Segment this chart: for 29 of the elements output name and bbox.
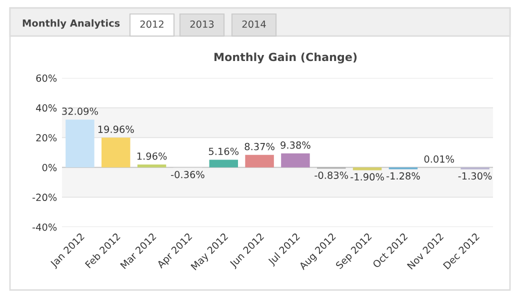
bar bbox=[281, 153, 310, 168]
data-label: -0.83% bbox=[314, 172, 348, 179]
data-label: 19.96% bbox=[98, 126, 134, 133]
y-tick-label: 60% bbox=[36, 74, 57, 82]
y-tick-label: -20% bbox=[32, 194, 57, 202]
data-label: -1.90% bbox=[350, 173, 384, 181]
data-label: 0.01% bbox=[424, 155, 454, 163]
data-label: 5.16% bbox=[208, 148, 239, 156]
bar bbox=[137, 164, 166, 168]
data-label: 9.38% bbox=[280, 141, 310, 149]
text: Monthly Analytics bbox=[22, 19, 120, 29]
text: 2014 bbox=[242, 20, 266, 28]
bar bbox=[102, 138, 130, 168]
y-tick-label: -40% bbox=[32, 223, 57, 231]
y-tick-label: 20% bbox=[36, 134, 57, 142]
bar bbox=[209, 160, 238, 168]
bar bbox=[245, 154, 274, 168]
bar bbox=[66, 120, 94, 168]
data-label: 8.37% bbox=[244, 142, 274, 150]
text: 2013 bbox=[190, 20, 214, 28]
y-tick-label: 0% bbox=[42, 164, 57, 172]
chart-title: Monthly Gain (Change) bbox=[214, 52, 357, 64]
data-label: 32.09% bbox=[62, 108, 98, 115]
data-label: -0.36% bbox=[170, 170, 204, 178]
data-label: -1.30% bbox=[458, 172, 492, 180]
y-tick-label: 40% bbox=[36, 104, 57, 112]
data-label: 1.96% bbox=[137, 152, 167, 160]
text: 2012 bbox=[140, 20, 164, 28]
data-label: -1.28% bbox=[386, 172, 420, 180]
